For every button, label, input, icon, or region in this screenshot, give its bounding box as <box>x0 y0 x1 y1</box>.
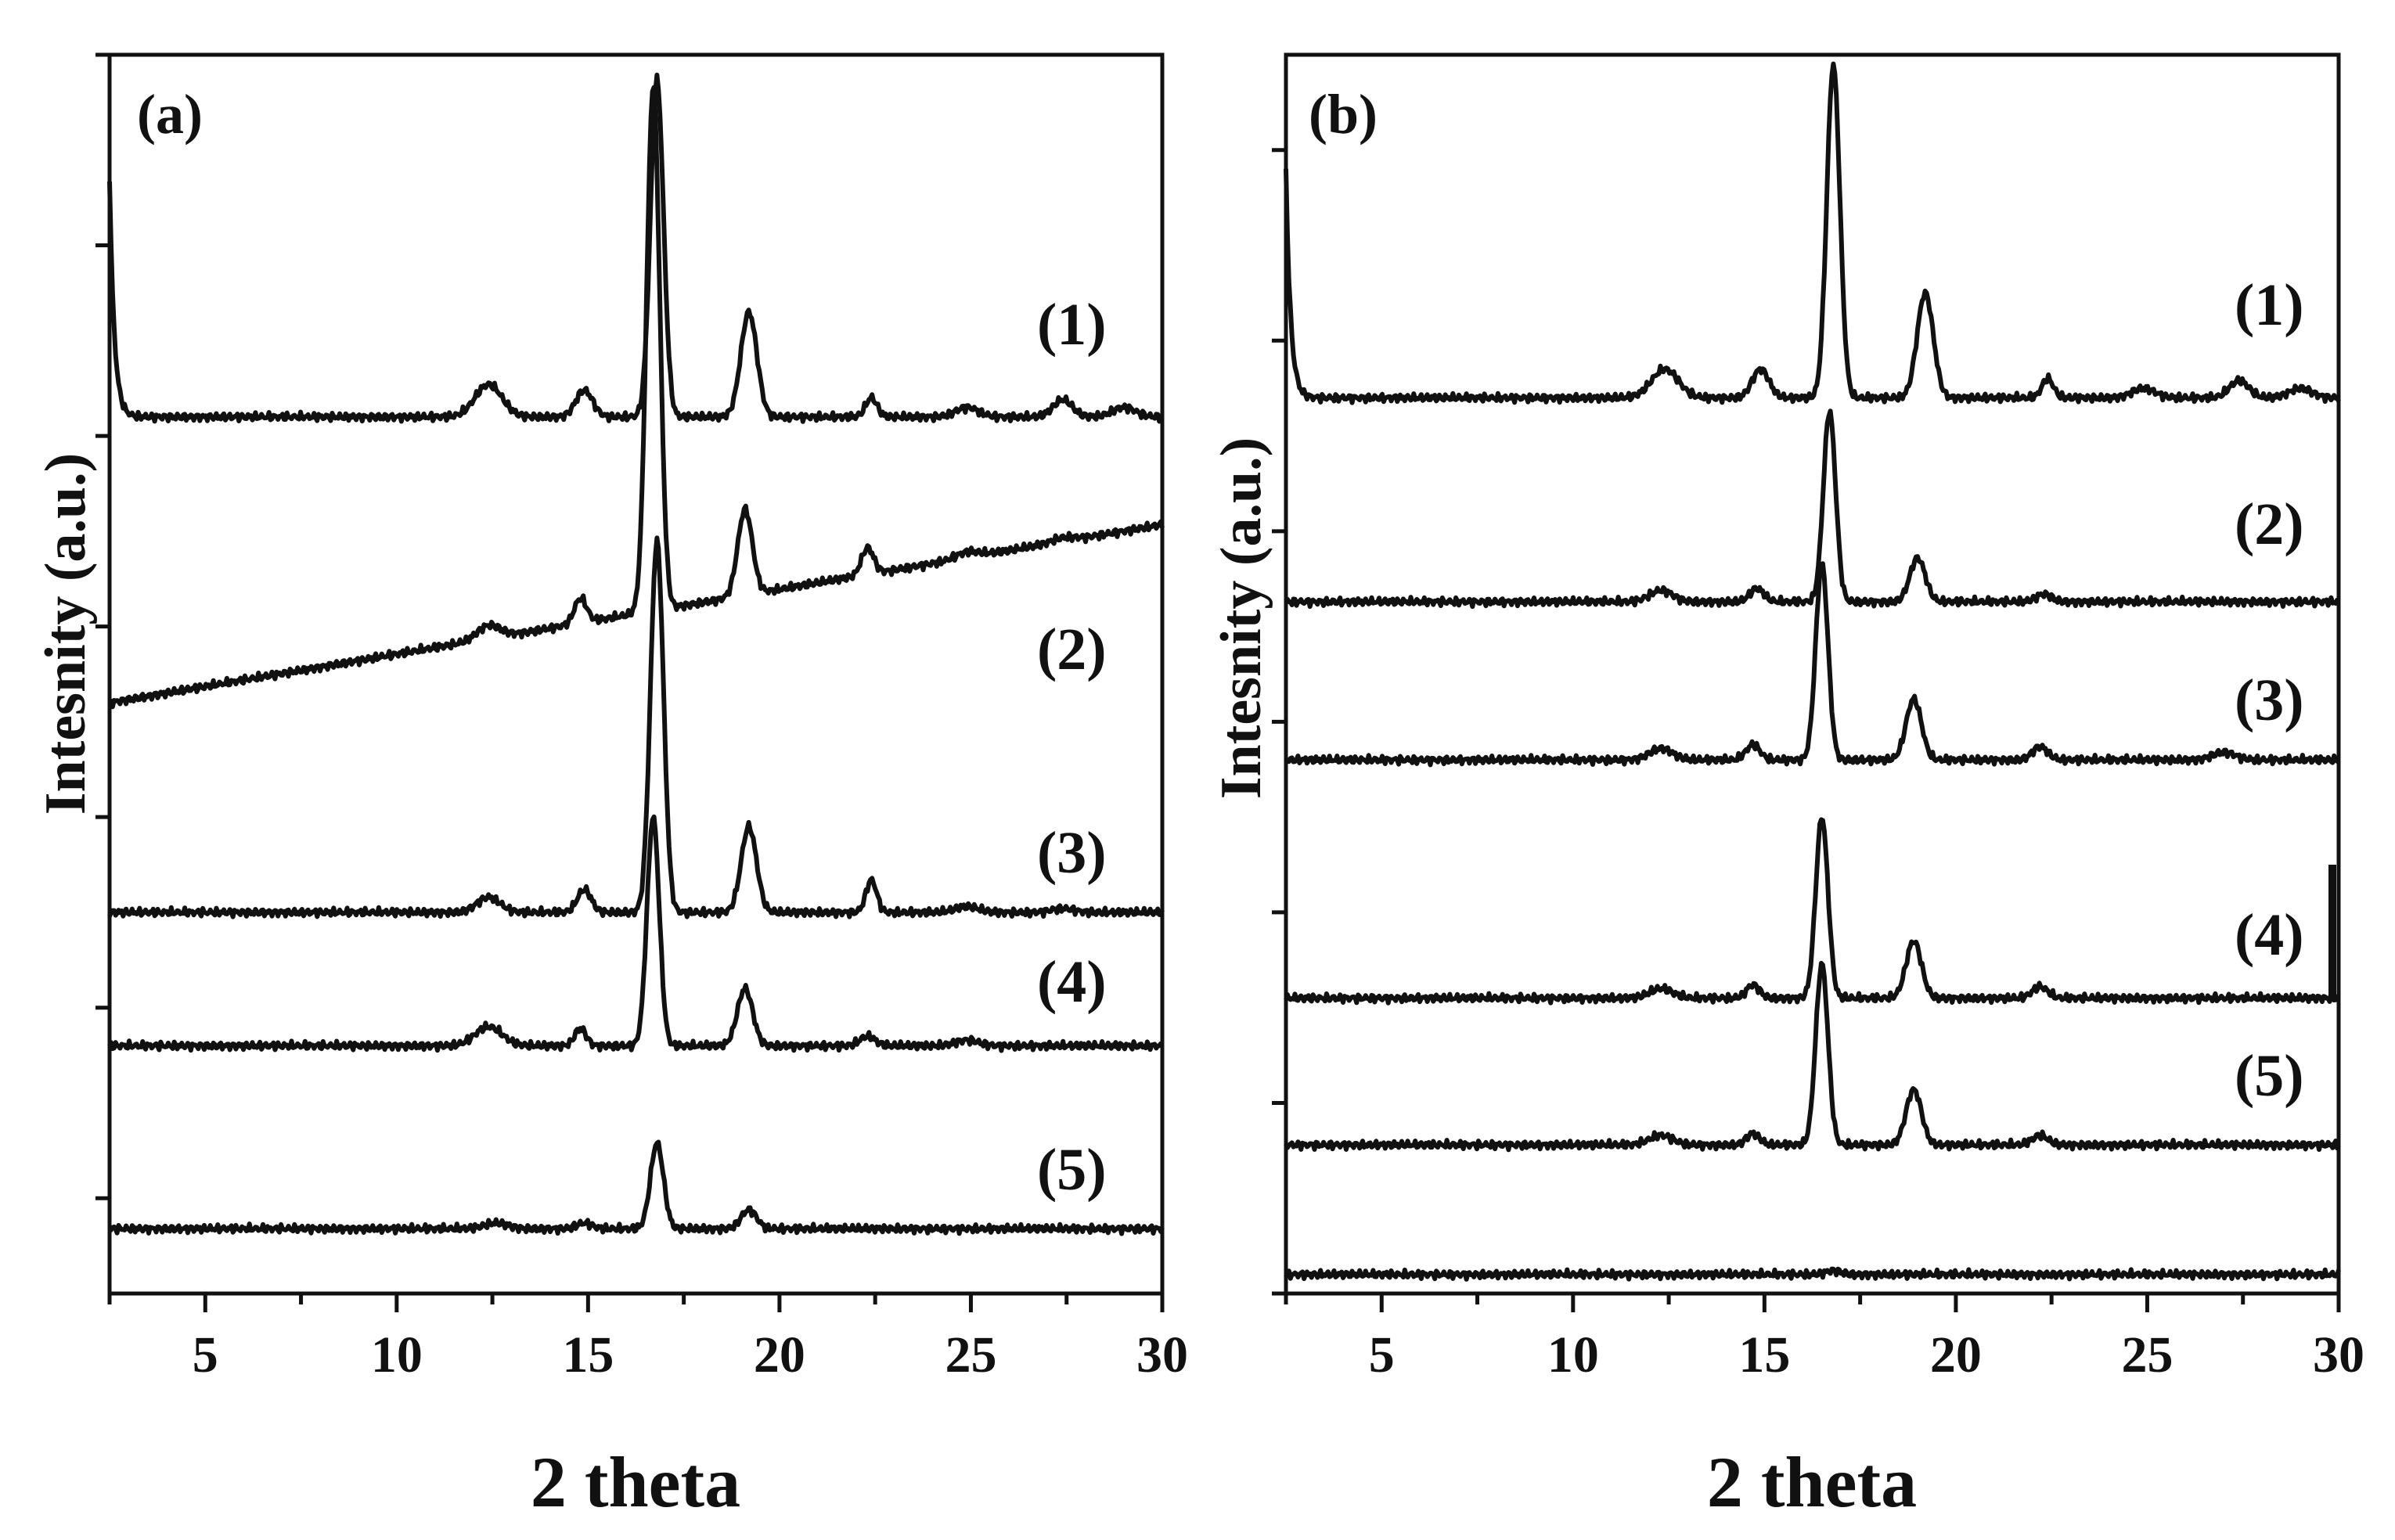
x-tick-label: 30 <box>1136 1326 1188 1383</box>
x-axis-label: 2 theta <box>531 1442 740 1522</box>
series-line <box>107 814 1165 1053</box>
series-line <box>108 85 1165 710</box>
x-ticks: 5 10 15 20 25 30 <box>107 1294 1188 1383</box>
curves-group: (1) (2) (3) (4) (5) <box>1284 61 2341 1282</box>
x-tick-label: 25 <box>945 1326 996 1383</box>
series-line <box>1284 61 2341 405</box>
series-label: (2) <box>1037 617 1107 682</box>
series-label: (3) <box>1037 820 1107 886</box>
series-line <box>1284 960 2341 1153</box>
x-tick-label: 30 <box>2313 1326 2364 1383</box>
panel-label: (b) <box>1309 83 1378 146</box>
x-tick-label: 25 <box>2121 1326 2173 1383</box>
y-axis-label: Intesnity (a.u.) <box>34 453 98 815</box>
series-label: (1) <box>2235 272 2304 338</box>
y-ticks <box>1272 148 1286 1296</box>
y-axis-label: Intesnity (a.u.) <box>1209 437 1273 800</box>
series-line <box>1284 817 2340 1006</box>
x-tick-label: 5 <box>193 1326 218 1383</box>
series-line <box>107 535 1165 919</box>
series-line <box>1284 1266 2341 1282</box>
x-tick-label: 20 <box>754 1326 805 1383</box>
series-label: (2) <box>2235 491 2304 557</box>
x-tick-label: 15 <box>562 1326 614 1383</box>
series-label: (1) <box>1037 292 1107 358</box>
series-label: (3) <box>2235 667 2304 733</box>
series-label: (5) <box>2235 1043 2304 1109</box>
series-label: (4) <box>2235 902 2304 968</box>
series-label: (4) <box>1037 949 1107 1015</box>
x-ticks: 5 10 15 20 25 30 <box>1284 1294 2364 1383</box>
series-line <box>108 1139 1165 1236</box>
series-label: (5) <box>1037 1137 1107 1203</box>
panel-b: (1)(2)(3)(4)(5) 5 10 15 20 25 30 (b) 2 theta … <box>1209 52 2364 1522</box>
x-tick-label: 5 <box>1369 1326 1395 1383</box>
x-tick-label: 10 <box>371 1326 423 1383</box>
x-tick-label: 10 <box>1547 1326 1599 1383</box>
series-line <box>1284 561 2340 768</box>
series-line <box>107 72 1164 424</box>
x-tick-label: 15 <box>1738 1326 1790 1383</box>
x-axis-label: 2 theta <box>1707 1442 1917 1522</box>
x-tick-label: 20 <box>1930 1326 1982 1383</box>
panel-a: (1)(2)(3)(4)(5) 5 10 15 20 25 30 (a) 2 theta … <box>34 52 1188 1522</box>
curves-group: (1) (2) (3) (4) (5) <box>107 72 1165 1236</box>
y-ticks <box>95 52 110 1200</box>
plot-frame <box>1284 52 2341 1296</box>
series-line <box>1284 408 2340 610</box>
panel-label: (a) <box>137 83 203 146</box>
plot-frame <box>107 52 1165 1296</box>
